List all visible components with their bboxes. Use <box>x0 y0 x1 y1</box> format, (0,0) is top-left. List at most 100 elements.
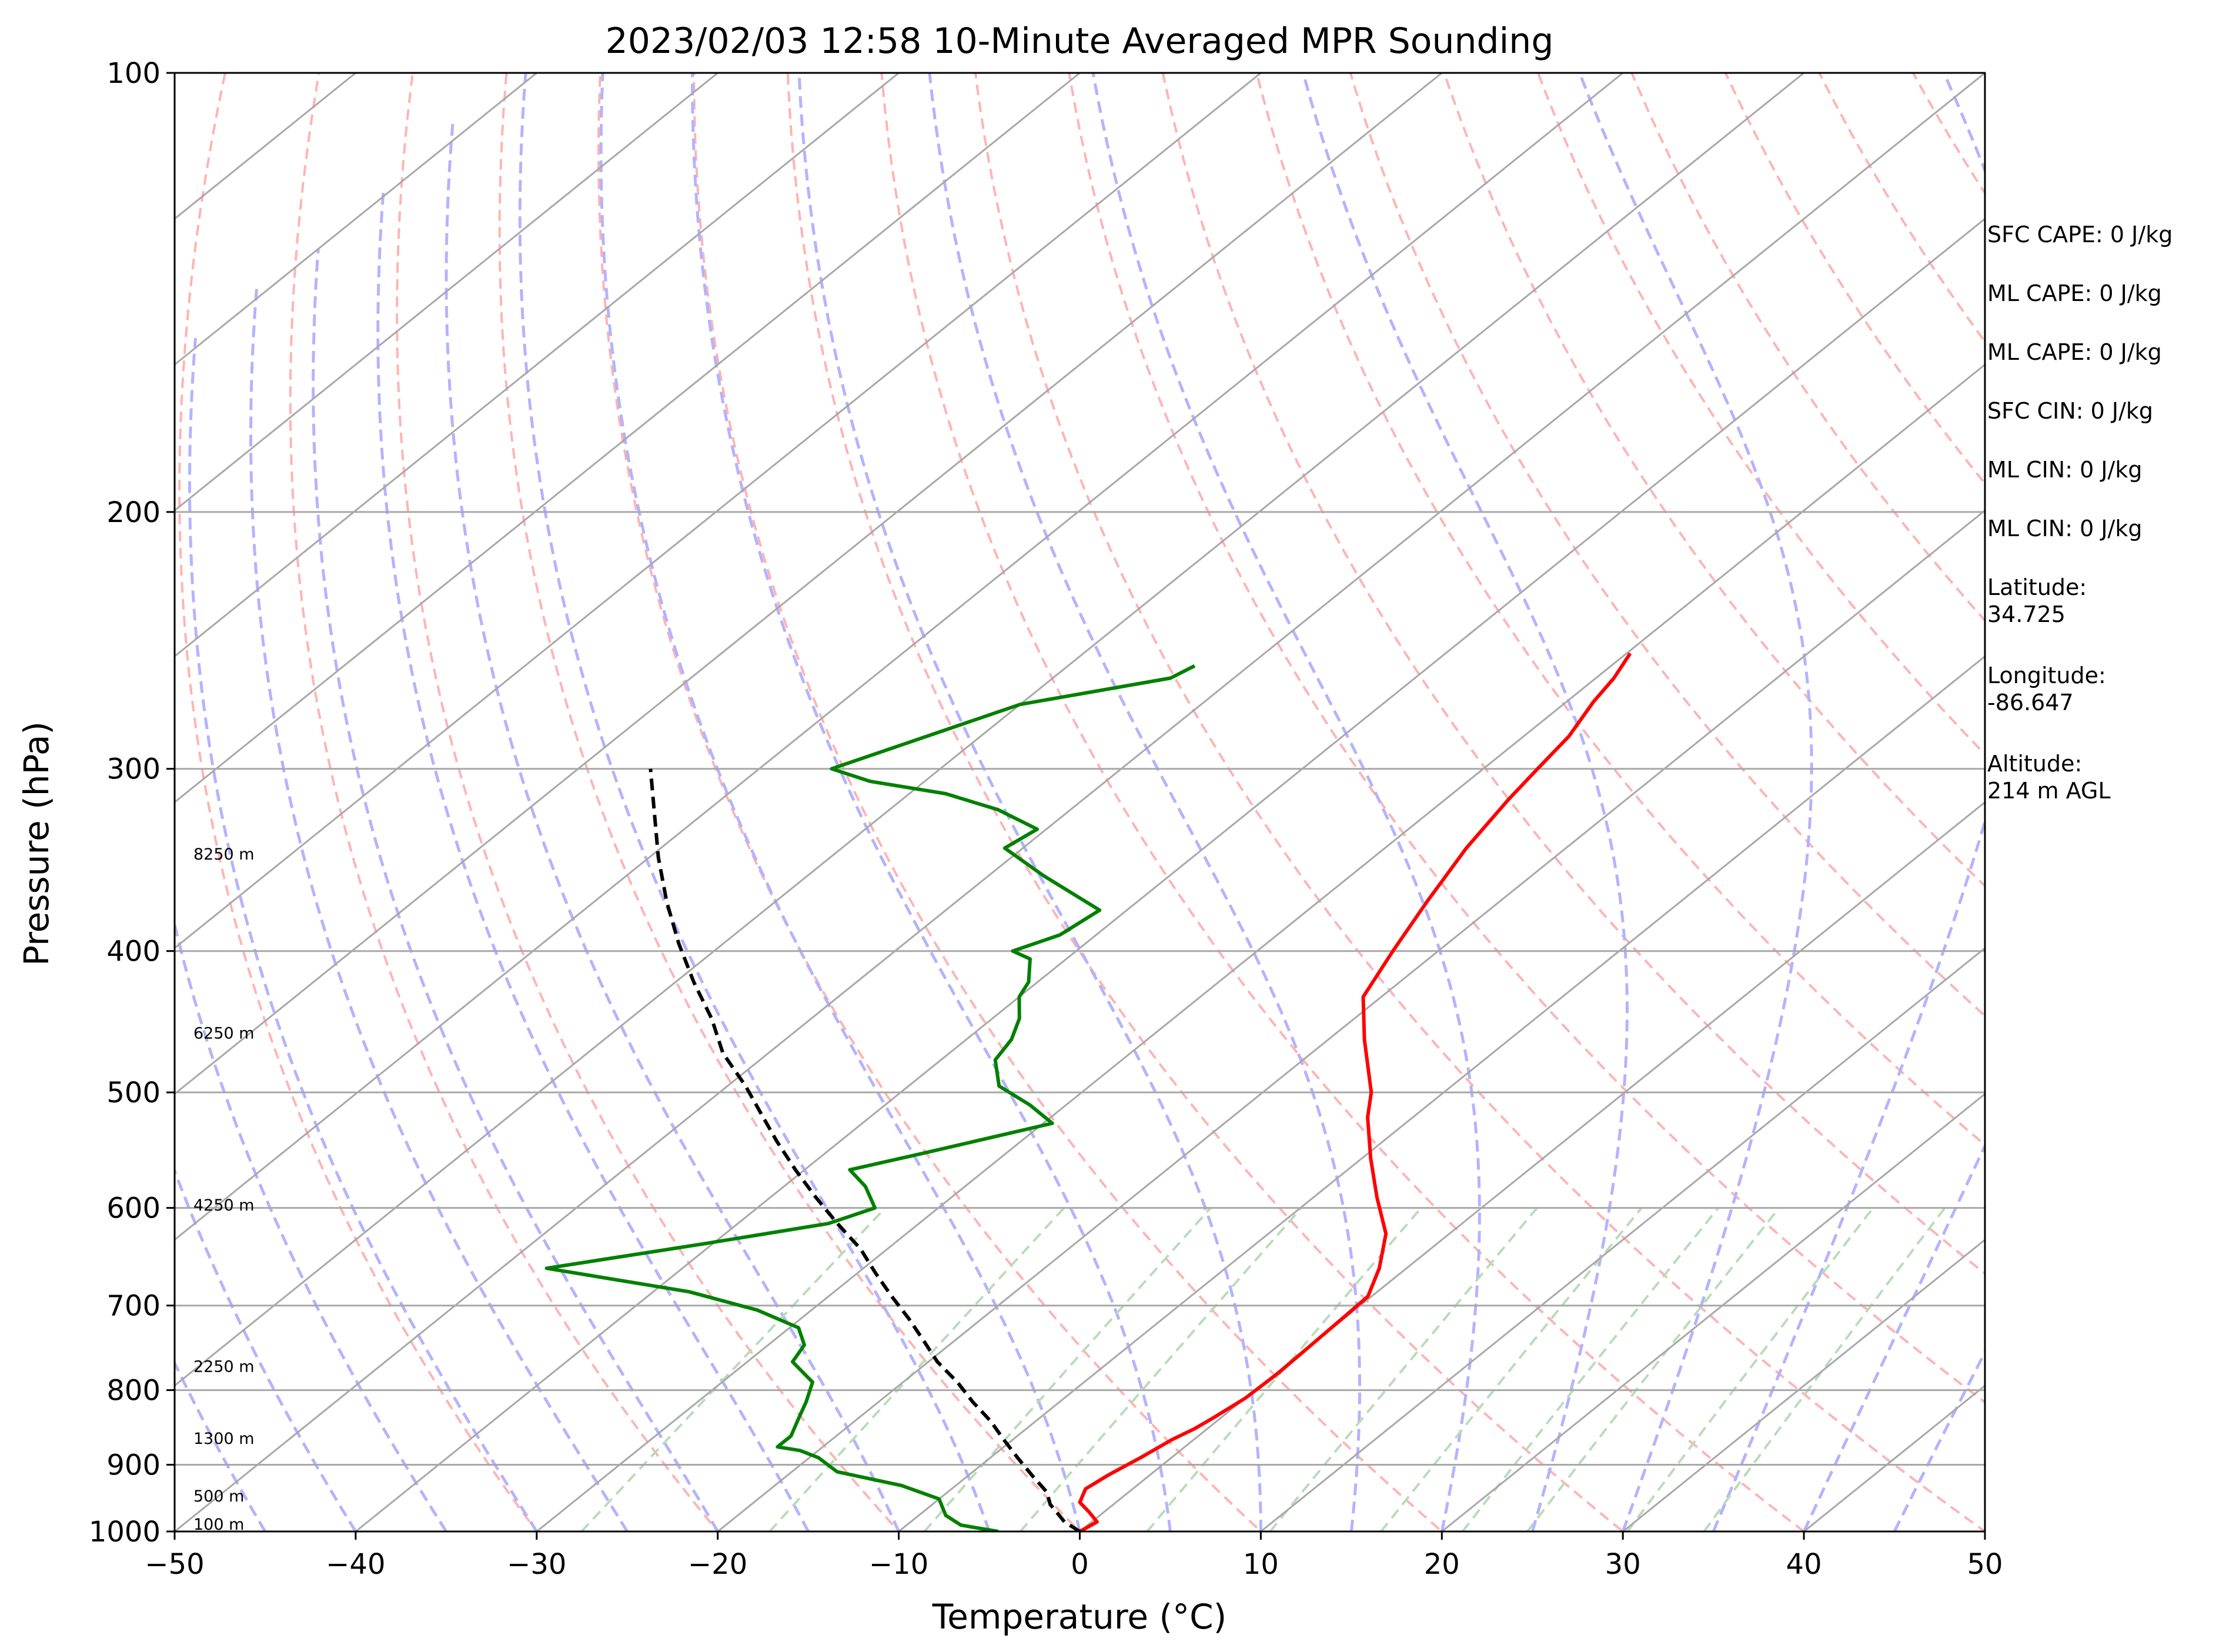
moist-adiabat-line <box>444 121 900 1531</box>
mixing-ratio-line <box>1019 1207 1302 1531</box>
moist-adiabat-line <box>175 918 447 1531</box>
x-tick-label: −10 <box>869 1548 928 1581</box>
y-tick-label: 600 <box>106 1192 161 1225</box>
x-tick-label: 50 <box>1967 1548 2003 1581</box>
y-axis-ticks: 1000 900 800 700 600 500 400 300 200 100 <box>89 57 175 1549</box>
y-tick-label: 900 <box>106 1449 161 1482</box>
sounding-annotations: SFC CAPE: 0 J/kg ML CAPE: 0 J/kg ML CAPE: … <box>1987 222 2172 804</box>
isotherm-line <box>175 73 1443 1095</box>
parcel-trace <box>649 768 1081 1531</box>
moist-adiabat-line <box>188 338 538 1531</box>
dry-adiabat-line <box>498 73 1082 1531</box>
annotation-text: SFC CAPE: 0 J/kg <box>1987 222 2172 248</box>
isotherm-line <box>1440 1092 1985 1531</box>
x-tick-label: −40 <box>326 1548 385 1581</box>
height-label: 500 m <box>193 1487 244 1506</box>
y-tick-label: 200 <box>106 496 161 529</box>
isotherm-line <box>175 73 1806 1387</box>
dry-adiabat-line <box>289 73 720 1531</box>
mixing-ratio-line <box>580 1207 887 1531</box>
y-tick-label: 800 <box>106 1375 161 1407</box>
isotherm-line <box>175 73 1625 1241</box>
y-tick-label: 400 <box>106 935 161 968</box>
y-axis-label: Pressure (hPa) <box>16 721 56 966</box>
dry-adiabat-line <box>1818 73 1985 344</box>
height-label: 4250 m <box>193 1196 255 1215</box>
height-label: 100 m <box>193 1516 244 1534</box>
temperature-trace <box>1078 652 1632 1531</box>
isotherm-line <box>1259 947 1985 1531</box>
isotherm-line <box>175 73 539 366</box>
mixing-ratio-line <box>1526 1207 1780 1531</box>
x-tick-label: −30 <box>507 1548 566 1581</box>
moist-adiabat-line <box>518 73 991 1531</box>
moist-adiabat-line <box>691 73 1172 1531</box>
isotherm-line <box>175 73 1985 1531</box>
moist-adiabat-line <box>1712 73 1985 1531</box>
x-tick-label: 40 <box>1786 1548 1822 1581</box>
moist-adiabat-line <box>1893 1349 1985 1531</box>
mixing-ratio-line <box>1269 1207 1538 1531</box>
isotherm-line <box>1621 1238 1985 1531</box>
isotherm-line <box>175 73 357 220</box>
height-label: 1300 m <box>193 1430 255 1448</box>
dry-adiabat-line <box>1349 73 1985 1018</box>
mixing-ratio-line <box>1380 1207 1643 1531</box>
annotation-text: ML CAPE: 0 J/kg <box>1987 339 2162 365</box>
moist-adiabat-line <box>1091 73 1481 1531</box>
mixing-ratio-line <box>768 1207 1065 1531</box>
background-grid <box>175 73 1985 1531</box>
x-tick-label: 30 <box>1605 1548 1641 1581</box>
moist-adiabat-line <box>1301 73 1629 1531</box>
isotherm-line <box>175 73 1081 804</box>
moist-adiabat-line <box>599 73 1081 1531</box>
moist-adiabat-line <box>312 248 719 1531</box>
dewpoint-trace <box>544 664 1196 1531</box>
x-axis-label: Temperature (°C) <box>932 1597 1227 1637</box>
isotherm-line <box>175 73 1262 949</box>
dry-adiabat-line <box>178 73 539 1531</box>
chart-title: 2023/02/03 12:58 10-Minute Averaged MPR … <box>606 21 1554 62</box>
height-label: 2250 m <box>193 1357 255 1376</box>
y-tick-label: 700 <box>106 1290 161 1323</box>
moist-adiabat-line <box>249 286 629 1531</box>
dry-adiabat-line <box>974 73 1985 1531</box>
height-labels: 100 m 500 m 1300 m 2250 m 4250 m 6250 m 8250 m <box>193 845 255 1534</box>
y-tick-label: 100 <box>106 57 161 90</box>
x-axis-ticks: −50 −40 −30 −20 −10 0 10 20 30 40 50 <box>145 1531 2003 1581</box>
sounding-traces <box>544 652 1632 1531</box>
x-tick-label: 10 <box>1243 1548 1279 1581</box>
dry-adiabat-line <box>1724 73 1985 486</box>
dry-adiabat-line <box>396 73 901 1531</box>
moist-adiabat-line <box>1802 1142 1985 1531</box>
height-label: 8250 m <box>193 845 255 864</box>
isotherm-line <box>175 73 901 658</box>
moist-adiabat-line <box>928 73 1361 1531</box>
dry-adiabat-line <box>1443 73 1985 888</box>
dry-adiabat-line <box>786 73 1625 1531</box>
dry-adiabat-line <box>880 73 1806 1531</box>
mixing-ratio-line <box>1461 1207 1719 1531</box>
moist-adiabat-line <box>376 188 810 1531</box>
isotherm-line <box>716 509 1985 1531</box>
isotherm-line <box>1078 801 1985 1531</box>
isotherm-line <box>354 218 1985 1531</box>
dry-adiabat-line <box>693 73 1444 1531</box>
dry-adiabat-line <box>597 73 1263 1531</box>
isotherm-line <box>897 655 1985 1531</box>
moist-adiabat-line <box>797 73 1262 1531</box>
dry-adiabat-line <box>1161 73 1985 1275</box>
y-tick-label: 300 <box>106 753 161 786</box>
dry-adiabat-line <box>1255 73 1985 1147</box>
mixing-ratio-line <box>1626 1207 1874 1531</box>
annotation-text: ML CAPE: 0 J/kg <box>1987 280 2162 306</box>
annotation-text: Altitude: 214 m AGL <box>1987 751 2111 804</box>
annotation-text: ML CIN: 0 J/kg <box>1987 516 2142 541</box>
x-tick-label: −50 <box>145 1548 204 1581</box>
mixing-ratio-line <box>923 1207 1212 1531</box>
y-tick-label: 500 <box>106 1076 161 1109</box>
x-tick-label: 0 <box>1071 1548 1089 1581</box>
isotherm-line <box>175 73 720 512</box>
annotation-text: Longitude: -86.647 <box>1987 663 2106 715</box>
